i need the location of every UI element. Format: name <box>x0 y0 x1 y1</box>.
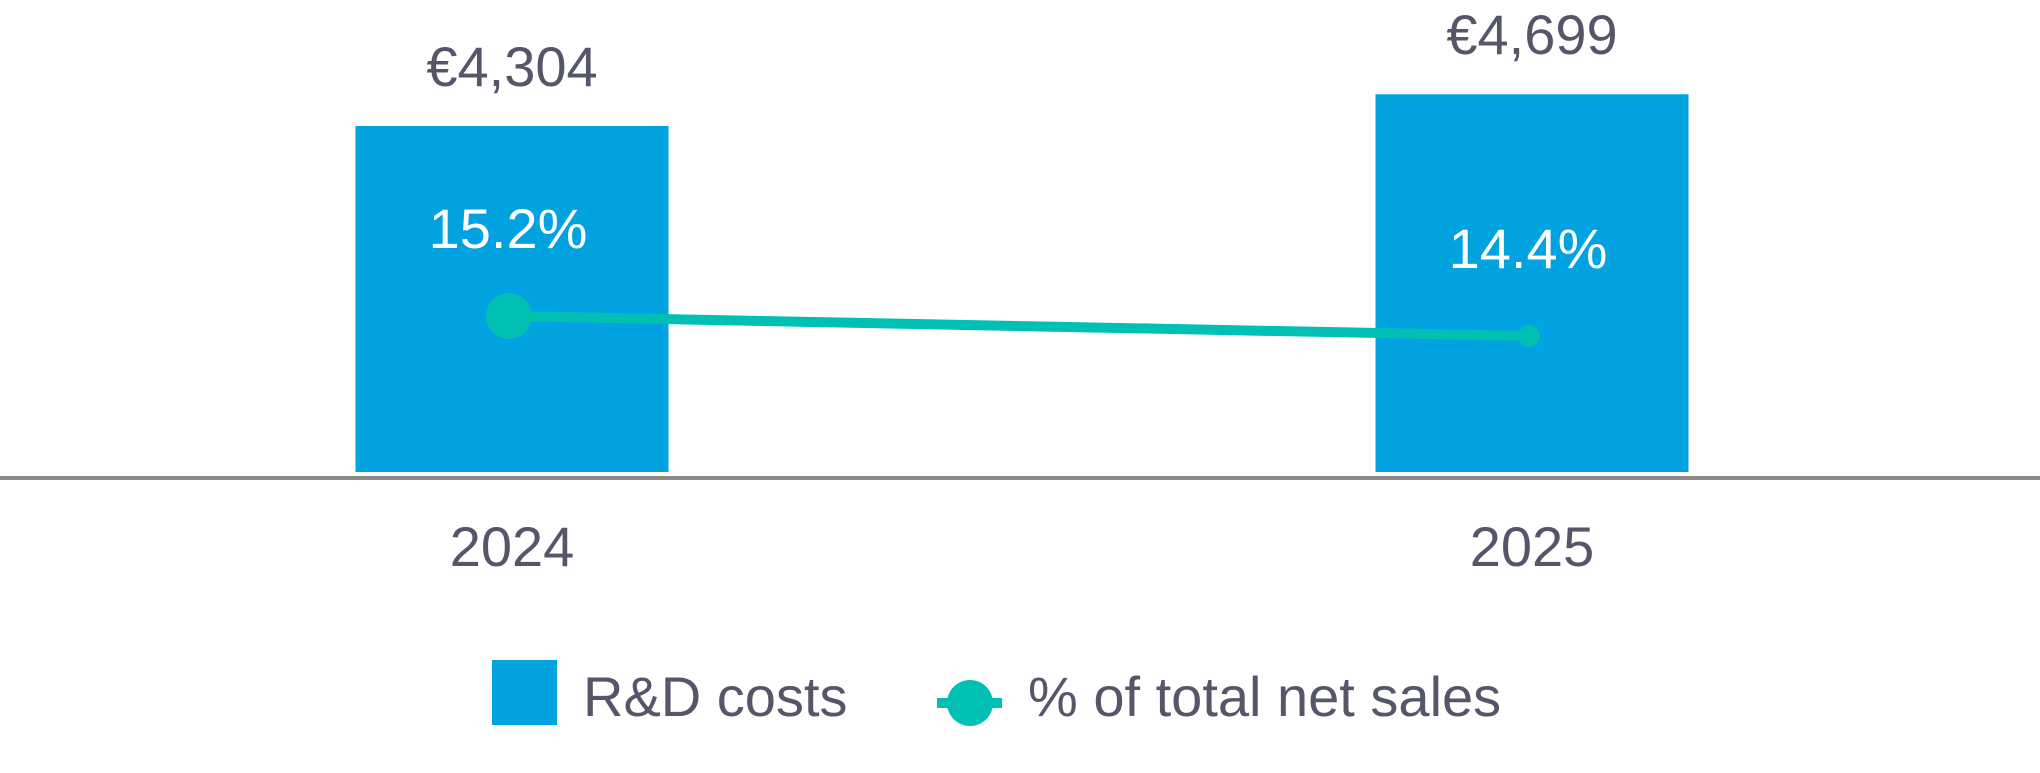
percent-label: 14.4% <box>1449 217 1608 280</box>
legend-swatch-rd-costs <box>492 660 557 725</box>
percent-point <box>486 293 532 339</box>
percent-point <box>1518 325 1540 347</box>
bar-value-label: €4,304 <box>426 35 597 98</box>
legend-label-rd-costs: R&D costs <box>583 665 848 728</box>
percent-line <box>504 311 1534 341</box>
x-tick-label: 2025 <box>1470 515 1595 578</box>
bar-value-label: €4,699 <box>1446 3 1617 66</box>
bar-2025 <box>1375 94 1689 472</box>
x-tick-label: 2024 <box>450 515 575 578</box>
legend-label-percent: % of total net sales <box>1028 665 1501 728</box>
legend-swatch-point <box>947 680 993 726</box>
percent-label: 15.2% <box>429 197 588 260</box>
